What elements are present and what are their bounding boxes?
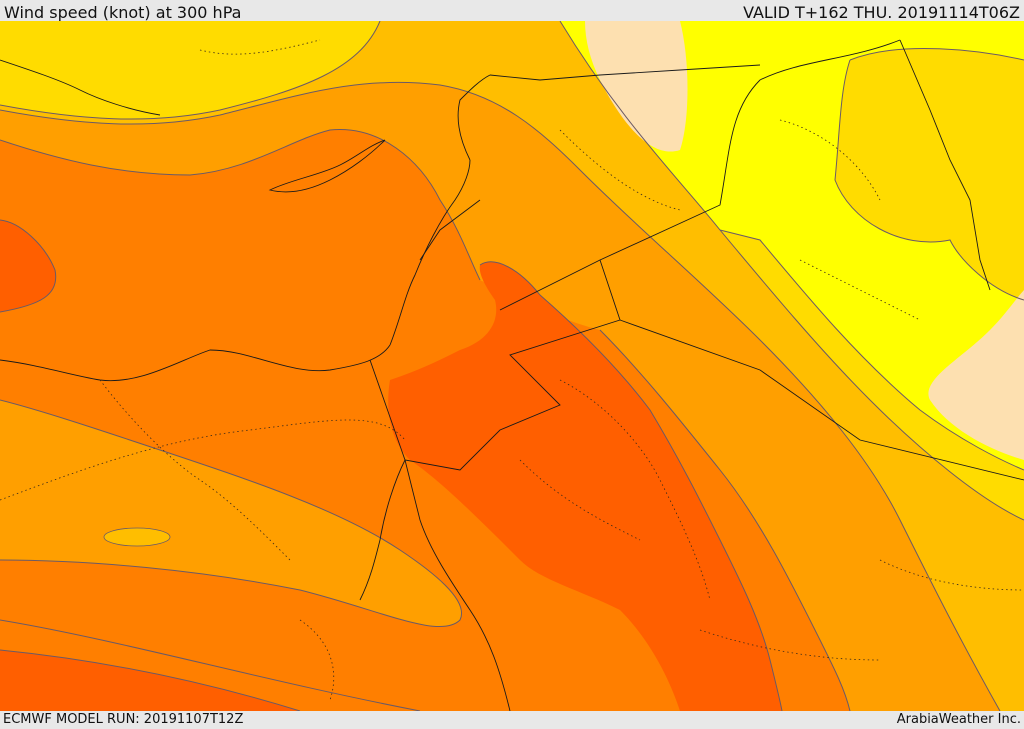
footer-bar: ECMWF MODEL RUN: 20191107T12Z ArabiaWeat…: [0, 711, 1024, 729]
coastlines: [0, 59, 511, 711]
political-borders: [369, 39, 1024, 481]
light-orange-lens: [0, 400, 462, 627]
jet-core-south: [0, 650, 300, 711]
map-title: Wind speed (knot) at 300 hPa: [4, 3, 242, 22]
credit-label: ArabiaWeather Inc.: [896, 712, 1021, 727]
small-lens: [103, 527, 171, 547]
wind-speed-map[interactable]: [0, 21, 1024, 711]
valid-time: VALID T+162 THU. 20191114T06Z: [743, 3, 1020, 22]
pale-patch-east: [928, 290, 1024, 460]
model-run-label: ECMWF MODEL RUN: 20191107T12Z: [3, 712, 244, 727]
gold-band-east: [720, 230, 1024, 520]
internal-boundaries: [0, 39, 1024, 701]
jet-core: [388, 261, 782, 711]
yellow-band-west: [0, 21, 380, 120]
jet-core-west: [0, 220, 56, 312]
pale-patch-north: [585, 21, 688, 152]
header-bar: Wind speed (knot) at 300 hPa VALID T+162…: [0, 0, 1024, 22]
map-canvas: [0, 21, 1024, 711]
gold-patch-east: [835, 48, 1024, 300]
isotach-contours: [0, 21, 1024, 711]
